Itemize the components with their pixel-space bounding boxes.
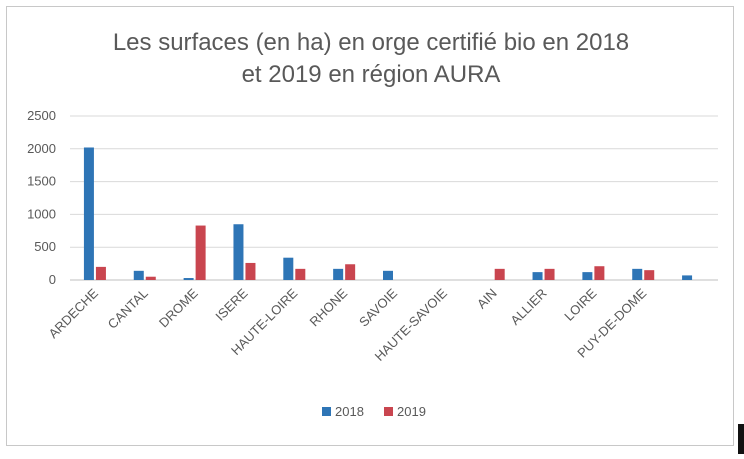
x-tick-label: ALLIER (507, 286, 549, 328)
bar-2018-haute-loire (283, 257, 294, 280)
bar-2019-loire (594, 266, 605, 280)
bar-2019-isere (245, 262, 256, 280)
bar-2018-allier (532, 272, 543, 280)
x-tick-label: DROME (156, 285, 201, 330)
bar-2019-haute-loire (295, 268, 306, 280)
bar-2018-puy-de-dome (632, 268, 643, 280)
x-tick-label: ARDECHE (45, 285, 101, 341)
y-tick-label: 1000 (27, 206, 56, 221)
bar-2018-isere (233, 224, 244, 280)
legend: 2018 2019 (322, 404, 426, 419)
chart-title-line-2: et 2019 en région AURA (242, 61, 501, 88)
x-tick-label: CANTAL (105, 286, 151, 332)
x-tick-label: RHONE (306, 285, 350, 329)
x-tick-label: ISERE (212, 285, 250, 323)
bar-2018-savoie (383, 270, 393, 280)
y-axis-labels: 0 500 1000 1500 2000 2500 (27, 108, 56, 287)
chart-title-line-1: Les surfaces (en ha) en orge certifié bi… (113, 29, 629, 56)
bar-2019-allier (544, 268, 555, 280)
y-tick-label: 2500 (27, 108, 56, 123)
legend-label-2019: 2019 (397, 404, 426, 419)
y-tick-label: 500 (34, 239, 56, 254)
legend-swatch-2018 (322, 407, 331, 416)
y-tick-label: 1500 (27, 174, 56, 189)
bar-2018-loire (582, 272, 593, 280)
bar-2018-cantal (133, 270, 144, 280)
legend-label-2018: 2018 (335, 404, 364, 419)
bar-2019-rhone (345, 264, 356, 280)
bars (83, 147, 693, 280)
x-tick-label: LOIRE (561, 285, 599, 323)
text-cursor-mark (738, 424, 744, 454)
bar-2018-extra (682, 275, 693, 280)
bar-2019-puy-de-dome (644, 270, 655, 280)
bar-2018-ardeche (83, 147, 94, 280)
bar-2019-cantal (145, 276, 156, 280)
bar-2018-drome (183, 278, 194, 280)
x-tick-label: AIN (474, 286, 500, 312)
chart-frame (6, 6, 734, 446)
y-tick-label: 2000 (27, 141, 56, 156)
bar-2019-ardeche (95, 266, 106, 280)
bar-2019-drome (195, 225, 206, 280)
bar-2019-ain (494, 268, 505, 280)
gridlines (70, 115, 718, 281)
x-tick-label: SAVOIE (356, 285, 400, 329)
bar-2018-rhone (333, 268, 344, 280)
y-tick-label: 0 (49, 272, 56, 287)
legend-swatch-2019 (384, 407, 393, 416)
